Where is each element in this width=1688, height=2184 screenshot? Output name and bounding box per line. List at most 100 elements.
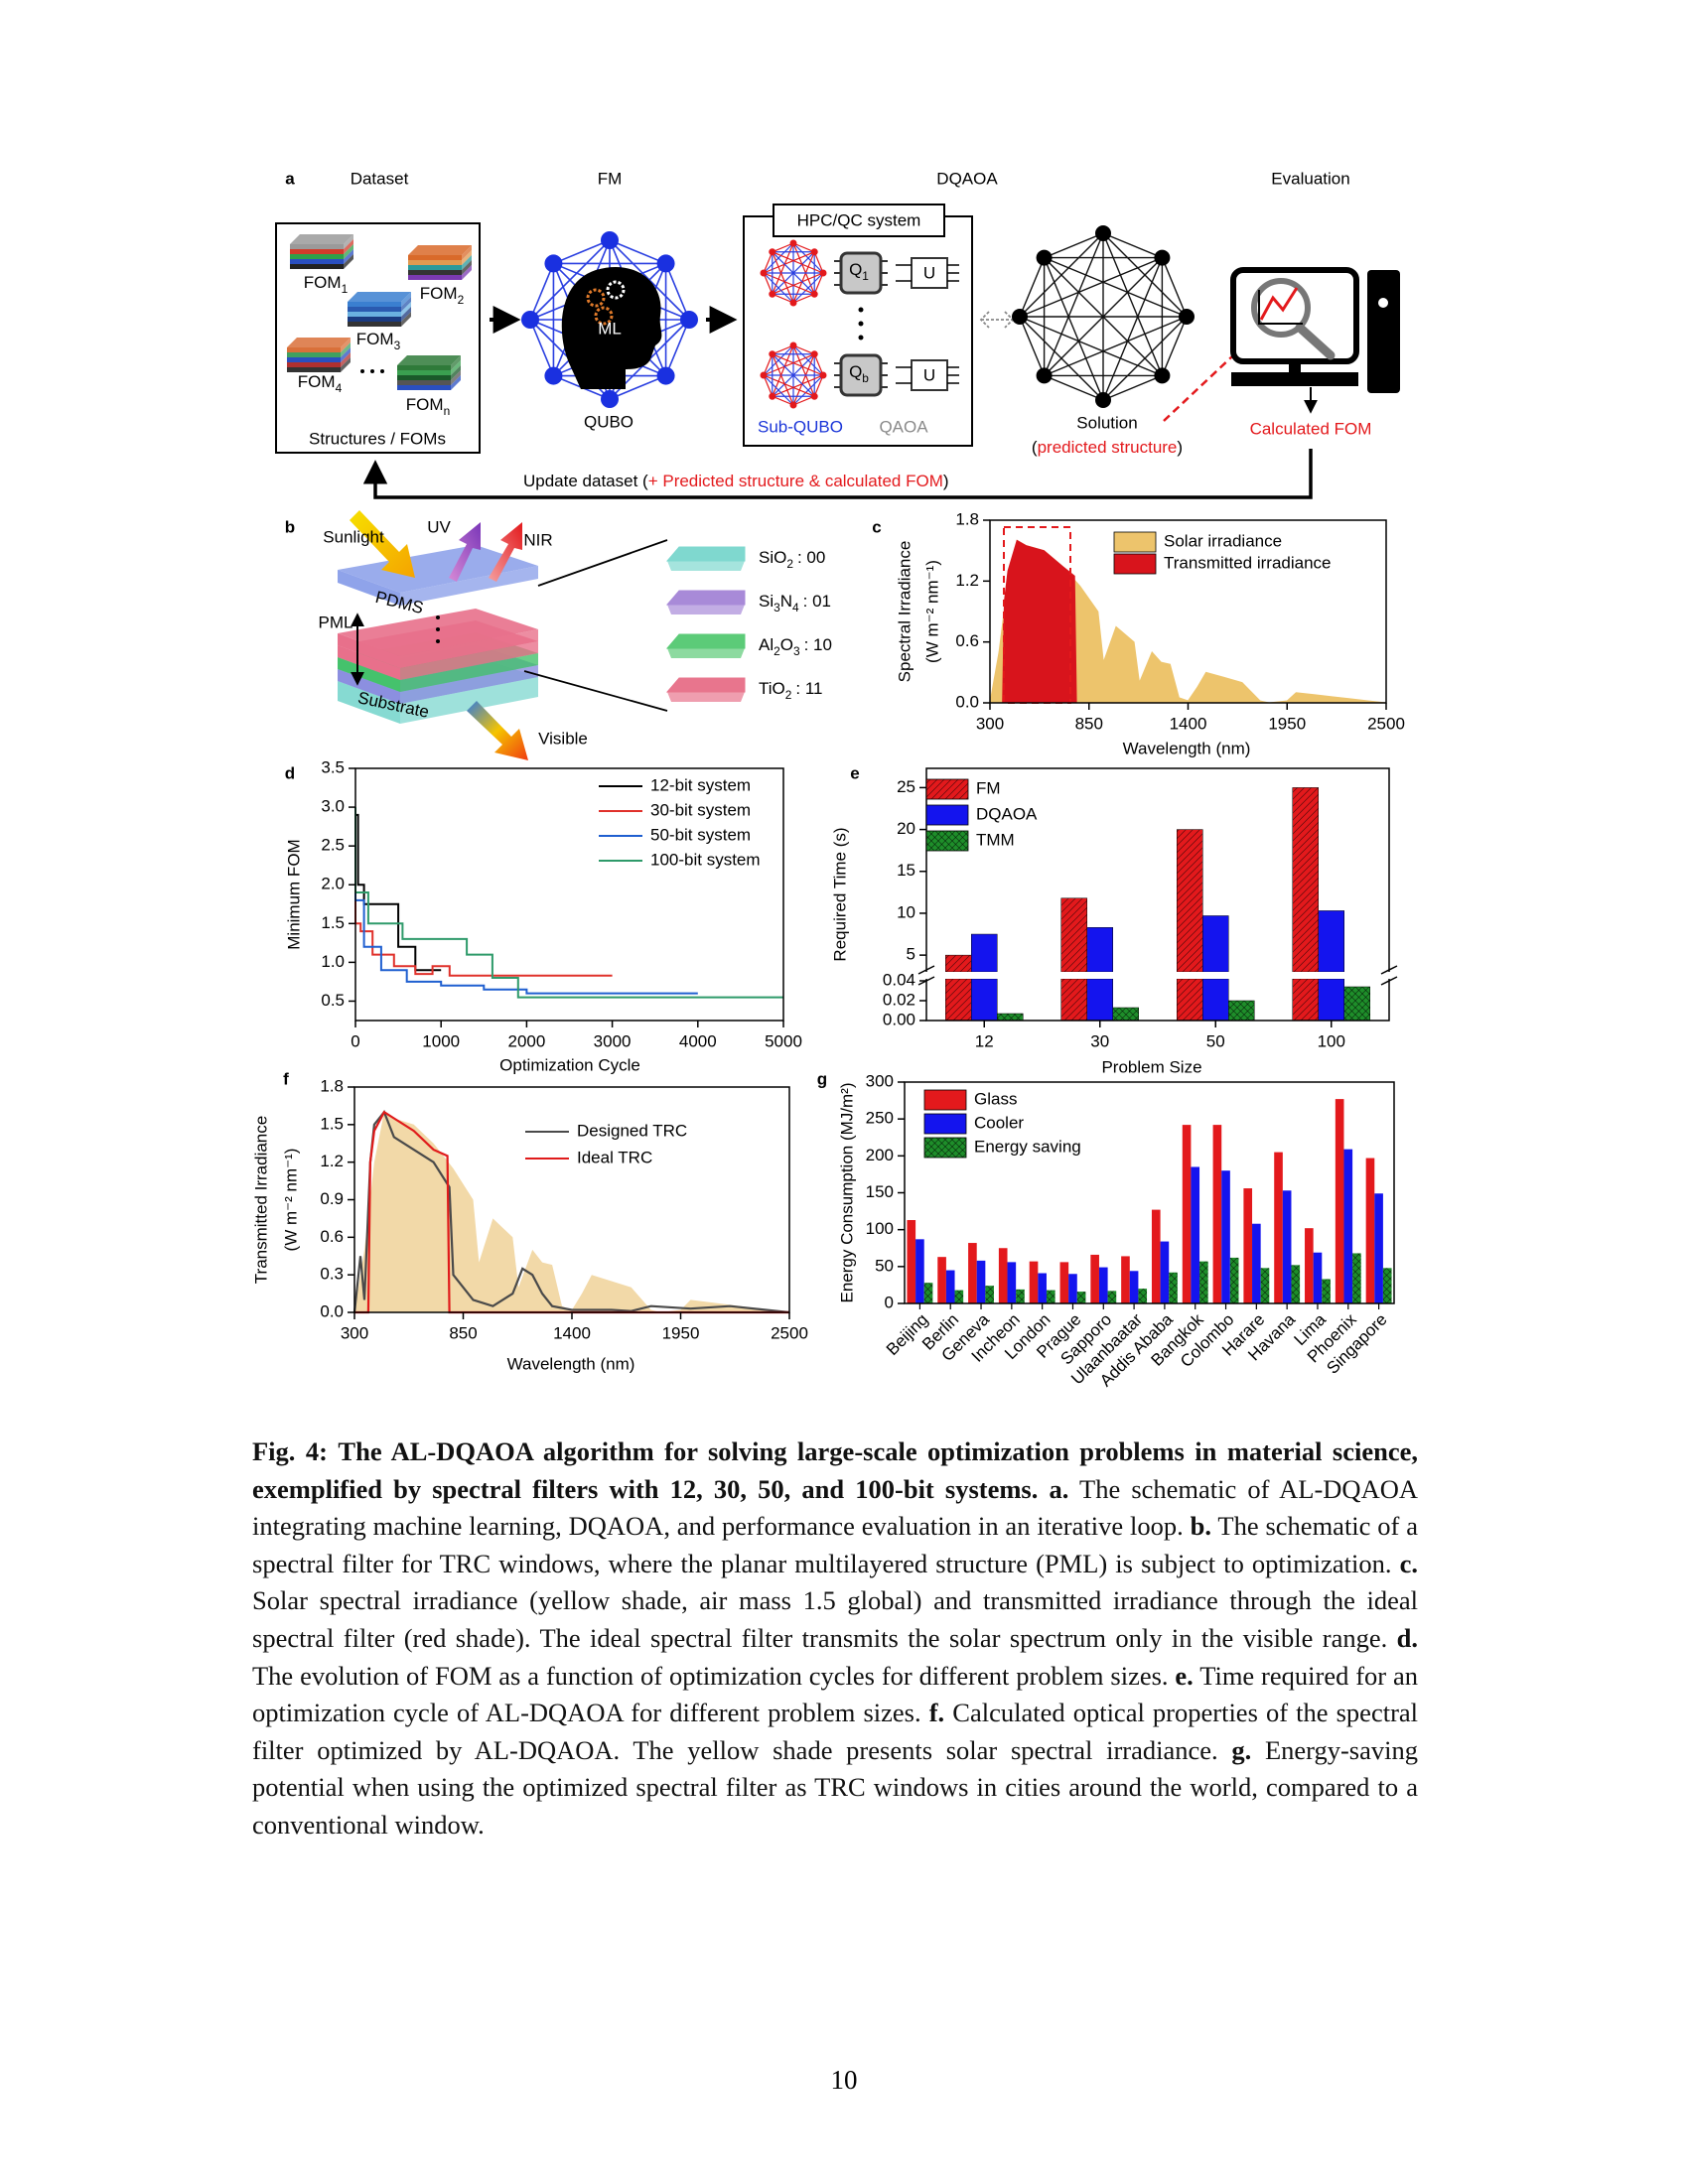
bar xyxy=(1086,927,1113,973)
x-tick-label: 50 xyxy=(1206,1031,1225,1050)
node xyxy=(760,371,768,379)
layer-top xyxy=(287,338,351,347)
text-part: FOM xyxy=(406,395,444,414)
layer xyxy=(397,380,451,385)
panel-letter: e xyxy=(850,763,859,782)
x-tick-label: 30 xyxy=(1090,1031,1109,1050)
y-tick-label: 0.00 xyxy=(883,1010,915,1028)
layer xyxy=(348,322,401,327)
gear xyxy=(606,280,626,300)
bar xyxy=(1038,1273,1047,1303)
edge xyxy=(772,293,794,304)
y-axis-title: Energy Consumption (MJ/m²) xyxy=(837,1082,856,1302)
panel-letter: a xyxy=(285,169,295,188)
edge xyxy=(772,251,824,274)
caption-item-text: The evolution of FOM as a function of op… xyxy=(252,1660,1169,1691)
layer xyxy=(348,307,401,312)
node xyxy=(789,341,797,349)
bar xyxy=(1291,1265,1301,1303)
node xyxy=(789,299,797,307)
bar xyxy=(1274,1152,1283,1303)
tower xyxy=(1367,270,1400,393)
edge xyxy=(1044,256,1188,318)
text-part: Q xyxy=(849,362,862,381)
layer xyxy=(287,347,341,352)
legend-swatch xyxy=(925,778,969,800)
caption-item-letter: c. xyxy=(1399,1548,1418,1578)
bar xyxy=(998,1248,1008,1303)
layer-side xyxy=(344,244,353,259)
y-tick-label: 1.8 xyxy=(955,509,979,528)
pml-label: PML xyxy=(319,613,353,631)
layer xyxy=(348,302,401,307)
node xyxy=(1036,367,1053,384)
node xyxy=(819,269,827,277)
bar xyxy=(915,1239,924,1303)
node xyxy=(810,350,818,358)
layer xyxy=(408,265,462,270)
bar xyxy=(1016,1289,1025,1303)
bar xyxy=(1129,1271,1139,1303)
bar xyxy=(968,1243,977,1303)
legend-swatch xyxy=(925,804,969,826)
node xyxy=(810,392,818,400)
edge xyxy=(1019,316,1046,376)
legend-swatch xyxy=(1113,531,1157,553)
subscript: n xyxy=(444,404,451,418)
y-tick-label: 0.02 xyxy=(883,990,915,1009)
x-tick-label: 12 xyxy=(975,1031,994,1050)
bar xyxy=(1046,1290,1055,1303)
node xyxy=(789,401,797,409)
layer-side xyxy=(462,260,472,275)
break-mark xyxy=(1380,965,1398,975)
bar xyxy=(1029,1261,1039,1303)
ellipsis-dot xyxy=(380,369,384,373)
legend-label: Cooler xyxy=(974,1113,1024,1132)
caption-item-text: Calculated optical properties of the spe… xyxy=(252,1698,1419,1765)
chart-plot xyxy=(352,1110,790,1314)
ellipsis-dot xyxy=(436,627,440,631)
layer-side xyxy=(341,342,351,357)
caption-item-letter: e. xyxy=(1175,1660,1194,1691)
material-tile xyxy=(665,546,746,562)
bar xyxy=(1199,1261,1208,1303)
edge xyxy=(763,272,774,295)
panel-header: Evaluation xyxy=(1271,169,1349,188)
x-tick-label: 2000 xyxy=(507,1031,545,1050)
edge xyxy=(813,353,824,376)
bar xyxy=(976,1260,986,1303)
text-part: ) xyxy=(943,472,949,490)
bar-lower xyxy=(971,978,998,1022)
panel-header: FM xyxy=(598,169,623,188)
bar xyxy=(1221,1170,1230,1303)
magnifier-axes xyxy=(1258,290,1303,325)
ml-label: ML xyxy=(598,319,622,338)
y-tick-label: 0.6 xyxy=(955,631,979,650)
y-axis-title: Transmitted Irradiance xyxy=(251,1116,270,1284)
node xyxy=(656,254,675,273)
panel-letter: c xyxy=(872,517,881,536)
layer-top xyxy=(348,292,411,302)
material-tile-side xyxy=(667,561,745,571)
edge xyxy=(1044,374,1104,401)
x-tick-label: 1400 xyxy=(1170,714,1207,733)
x-tick-label: 300 xyxy=(976,714,1004,733)
node xyxy=(1095,225,1111,241)
layer xyxy=(397,365,451,370)
text-part: Update dataset ( xyxy=(523,472,648,490)
edge xyxy=(1044,257,1163,376)
subscript: 2 xyxy=(785,688,792,702)
axes-frame xyxy=(904,1081,1395,1304)
slab-top xyxy=(338,609,538,656)
panel-letter: d xyxy=(285,763,295,782)
subscript: 2 xyxy=(458,293,465,307)
layer-top xyxy=(397,355,461,365)
bar xyxy=(985,1286,994,1303)
node xyxy=(680,311,698,329)
bar xyxy=(997,1013,1024,1022)
text-part: N xyxy=(780,592,792,611)
edge xyxy=(772,353,824,376)
subscript: 1 xyxy=(342,282,349,296)
y-tick-label: 5 xyxy=(907,945,915,964)
